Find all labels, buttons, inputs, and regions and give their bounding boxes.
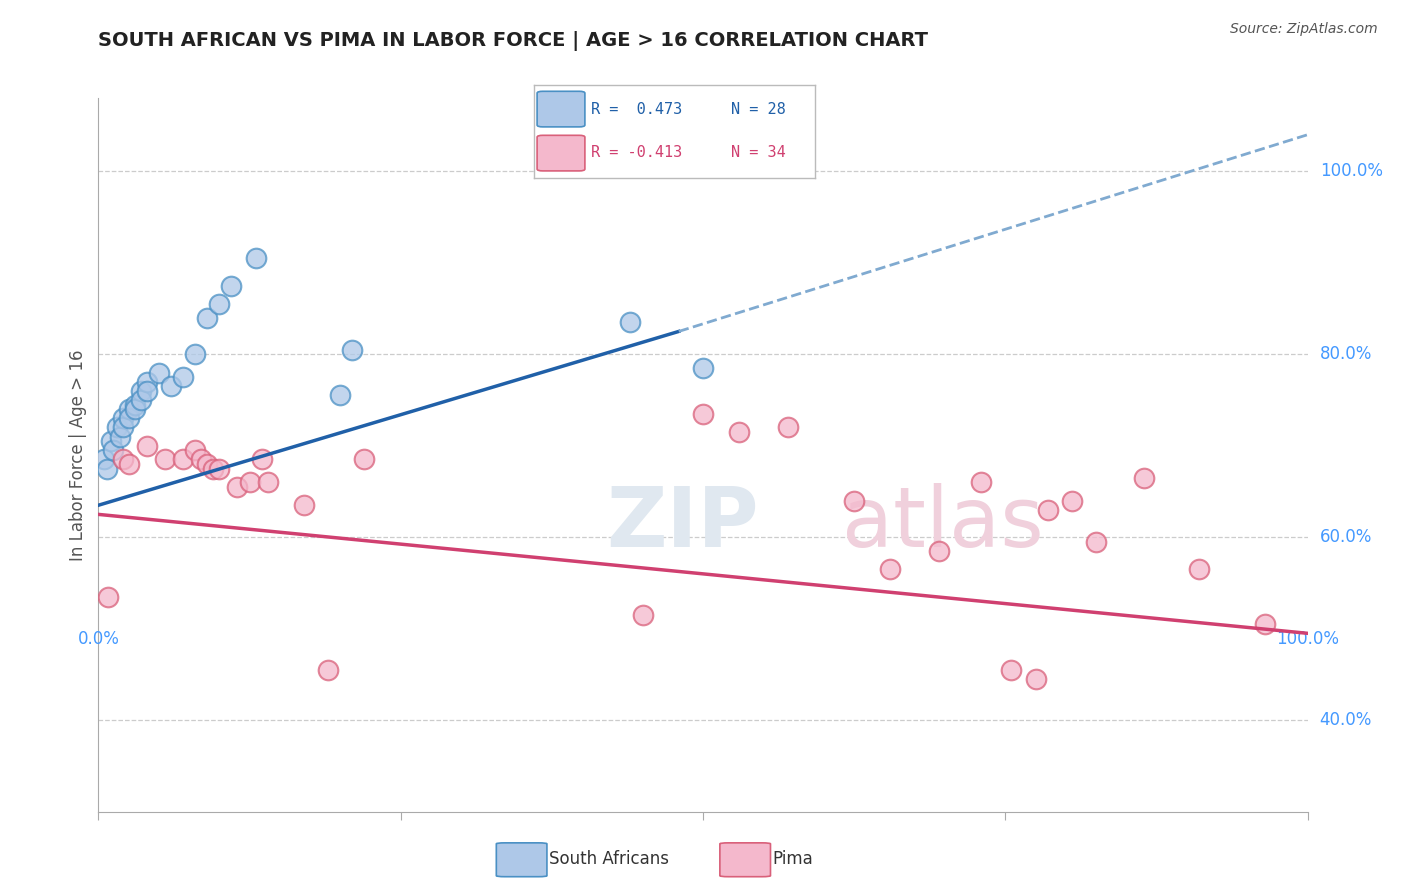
Point [1254,617,1277,632]
Point [692,361,714,376]
Point [195,457,218,471]
Point [692,407,714,421]
Point [208,297,231,311]
Point [97,590,120,604]
Y-axis label: In Labor Force | Age > 16: In Labor Force | Age > 16 [69,349,87,561]
FancyBboxPatch shape [720,843,770,877]
Point [1085,534,1108,549]
Text: N = 34: N = 34 [731,145,786,160]
Point [129,392,152,407]
Point [100,434,122,449]
Point [105,420,128,434]
Text: 60.0%: 60.0% [1320,528,1372,546]
Point [118,411,141,425]
Point [195,310,218,325]
Text: atlas: atlas [842,483,1043,564]
Point [928,544,950,558]
Point [108,429,131,443]
Point [101,443,124,458]
Point [631,607,654,622]
Point [970,475,993,490]
Point [1188,562,1211,576]
Point [118,457,141,471]
Point [96,461,118,475]
Point [879,562,901,576]
Point [135,384,157,398]
Point [93,452,115,467]
Text: SOUTH AFRICAN VS PIMA IN LABOR FORCE | AGE > 16 CORRELATION CHART: SOUTH AFRICAN VS PIMA IN LABOR FORCE | A… [98,31,928,51]
Point [202,461,225,475]
Point [353,452,375,467]
Text: ZIP: ZIP [606,483,759,564]
Point [124,398,146,412]
Point [342,343,364,357]
Text: 0.0%: 0.0% [77,630,120,648]
Point [118,402,141,417]
Point [184,443,207,458]
Text: South Africans: South Africans [548,849,669,868]
Text: Pima: Pima [773,849,813,868]
Point [226,480,249,494]
Point [129,384,152,398]
Point [776,420,799,434]
Point [250,452,273,467]
Text: Source: ZipAtlas.com: Source: ZipAtlas.com [1230,22,1378,37]
Point [111,420,134,434]
Text: 100.0%: 100.0% [1277,630,1339,648]
FancyBboxPatch shape [537,91,585,127]
Point [844,493,866,508]
Point [184,347,207,361]
Point [1024,672,1046,686]
Point [111,452,134,467]
Point [329,388,352,402]
Text: R = -0.413: R = -0.413 [591,145,682,160]
FancyBboxPatch shape [496,843,547,877]
Point [172,452,194,467]
Point [239,475,262,490]
Point [148,366,170,380]
Point [124,402,146,417]
Point [1036,503,1059,517]
Point [135,375,157,389]
Point [245,251,267,265]
FancyBboxPatch shape [537,136,585,171]
Point [728,425,751,439]
Text: 100.0%: 100.0% [1320,162,1382,180]
Point [172,370,194,384]
Point [135,439,157,453]
Point [1060,493,1083,508]
Point [221,278,243,293]
Point [619,315,641,329]
Point [111,411,134,425]
Text: N = 28: N = 28 [731,102,786,117]
Text: R =  0.473: R = 0.473 [591,102,682,117]
Point [153,452,176,467]
Text: 40.0%: 40.0% [1320,711,1372,730]
Point [208,461,231,475]
Text: 80.0%: 80.0% [1320,345,1372,363]
Point [316,663,339,677]
Point [160,379,183,393]
Point [292,498,315,512]
Point [256,475,278,490]
Point [190,452,212,467]
Point [1000,663,1022,677]
Point [1133,471,1156,485]
